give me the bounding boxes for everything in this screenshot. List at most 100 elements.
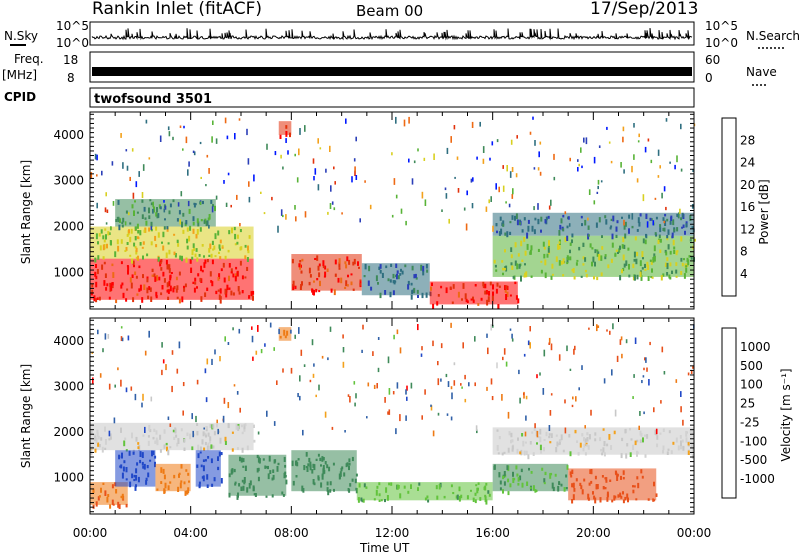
data-cell	[620, 336, 623, 341]
data-cell	[476, 429, 478, 434]
data-cell	[248, 483, 251, 489]
data-cell	[192, 216, 195, 222]
data-cell	[204, 459, 207, 462]
data-cell	[134, 246, 137, 249]
data-cell	[207, 442, 210, 447]
data-cell	[584, 269, 587, 273]
data-cell	[644, 434, 647, 437]
data-cell	[167, 449, 170, 456]
data-cell	[637, 217, 640, 224]
data-cell	[176, 442, 179, 447]
data-cell	[510, 439, 512, 444]
data-cell	[690, 256, 693, 260]
data-cell	[122, 217, 125, 223]
data-cell	[214, 205, 216, 212]
data-cell	[195, 415, 197, 423]
data-cell	[313, 280, 315, 283]
data-cell	[623, 219, 625, 226]
data-cell	[549, 473, 552, 479]
data-cell	[313, 176, 315, 181]
data-cell	[593, 156, 596, 164]
data-cell	[651, 276, 654, 279]
data-cell	[167, 289, 170, 294]
data-cell	[680, 391, 682, 397]
data-cell	[672, 219, 675, 226]
data-cell	[355, 393, 357, 399]
data-cell	[327, 357, 329, 361]
data-cell	[582, 242, 585, 247]
data-cell	[363, 275, 366, 278]
data-cell	[575, 262, 578, 266]
data-cell	[129, 277, 132, 283]
data-cell	[313, 363, 315, 367]
data-cell	[238, 118, 241, 121]
data-cell	[502, 165, 504, 169]
data-cell	[324, 271, 327, 277]
data-cell	[401, 270, 404, 275]
data-cell	[666, 451, 669, 455]
data-cell	[506, 465, 509, 470]
data-cell	[217, 466, 220, 471]
data-cell	[622, 491, 624, 495]
data-cell	[615, 472, 618, 476]
data-cell	[498, 231, 501, 236]
data-cell	[411, 290, 414, 294]
data-cell	[437, 294, 440, 297]
data-cell	[292, 480, 295, 486]
data-cell	[358, 483, 361, 488]
data-cell	[198, 254, 201, 257]
data-cell	[543, 439, 546, 442]
data-cell	[180, 428, 183, 432]
data-cell	[203, 447, 206, 451]
data-cell	[502, 356, 504, 361]
data-cell	[484, 496, 487, 503]
data-cell	[565, 474, 568, 478]
data-region	[492, 235, 694, 277]
data-cell	[506, 231, 509, 238]
data-cell	[152, 450, 155, 455]
data-cell	[127, 270, 129, 275]
data-cell	[526, 481, 529, 486]
data-cell	[548, 433, 551, 436]
data-cell	[121, 472, 124, 479]
nave-tick-top: 60	[705, 53, 720, 67]
data-cell	[169, 285, 172, 292]
data-cell	[647, 276, 650, 281]
data-cell	[558, 230, 561, 236]
data-cell	[164, 218, 166, 221]
data-cell	[136, 223, 139, 229]
data-cell	[176, 368, 179, 374]
data-cell	[351, 478, 354, 482]
cpid-strip: CPID twofsound 3501	[4, 87, 695, 108]
data-cell	[552, 486, 555, 492]
data-cell	[523, 275, 526, 278]
data-cell	[292, 280, 295, 287]
data-cell	[129, 481, 132, 488]
data-cell	[194, 277, 197, 282]
velocity-data	[90, 322, 695, 509]
data-cell	[183, 125, 185, 129]
data-cell	[173, 474, 176, 479]
data-cell	[622, 499, 625, 504]
data-cell	[502, 267, 504, 271]
data-cell	[329, 203, 332, 209]
data-cell	[121, 224, 124, 228]
data-cell	[133, 264, 135, 268]
data-cell	[509, 171, 512, 178]
data-cell	[596, 276, 599, 281]
data-cell	[141, 452, 144, 458]
data-cell	[234, 481, 237, 484]
data-cell	[399, 414, 401, 422]
data-cell	[107, 494, 110, 497]
data-cell	[258, 458, 261, 463]
data-cell	[255, 350, 258, 355]
data-cell	[210, 280, 213, 283]
data-cell	[566, 255, 569, 260]
data-cell	[539, 428, 542, 435]
data-cell	[160, 259, 163, 263]
data-cell	[109, 433, 112, 437]
data-cell	[309, 274, 312, 278]
colorbar-tick-label: -1000	[740, 472, 775, 486]
data-cell	[128, 212, 130, 216]
